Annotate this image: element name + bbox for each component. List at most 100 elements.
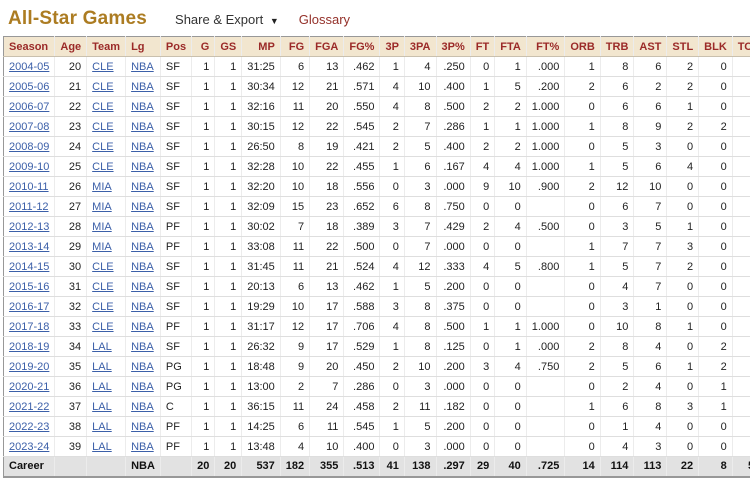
col-header-3p[interactable]: 3P [379,36,405,57]
team-link[interactable]: LAL [92,360,112,373]
team-link[interactable]: CLE [92,100,114,113]
team-link[interactable]: CLE [92,160,114,173]
league-link[interactable]: NBA [131,180,154,193]
team-link[interactable]: CLE [92,140,114,153]
cell-ast: 8 [633,396,668,417]
cell-fg: 11 [280,96,311,117]
cell-trb: 5 [600,156,635,177]
league-link[interactable]: NBA [131,160,154,173]
col-header-fg-pct[interactable]: FG% [343,36,381,57]
league-link[interactable]: NBA [131,440,154,453]
league-link[interactable]: NBA [131,200,154,213]
col-header-orb[interactable]: ORB [564,36,601,57]
season-link[interactable]: 2009-10 [9,160,50,173]
season-link[interactable]: 2018-19 [9,340,50,353]
col-header-fta[interactable]: FTA [494,36,527,57]
team-link[interactable]: LAL [92,380,112,393]
cell-team: LAL [86,376,127,397]
league-link[interactable]: NBA [131,260,154,273]
cell-fga: 23 [309,196,345,217]
season-link[interactable]: 2014-15 [9,260,50,273]
team-link[interactable]: LAL [92,420,112,433]
league-link[interactable]: NBA [131,100,154,113]
cell-fg: 6 [280,276,311,297]
col-header-ast[interactable]: AST [633,36,668,57]
team-link[interactable]: MIA [92,200,112,213]
col-header-fga[interactable]: FGA [309,36,345,57]
league-link[interactable]: NBA [131,280,154,293]
cell-lg: NBA [125,96,161,117]
league-link[interactable]: NBA [131,340,154,353]
season-link[interactable]: 2019-20 [9,360,50,373]
cell-tov: 5 [732,316,750,337]
col-header-mp[interactable]: MP [241,36,281,57]
league-link[interactable]: NBA [131,360,154,373]
team-link[interactable]: LAL [92,340,112,353]
season-link[interactable]: 2013-14 [9,240,50,253]
league-link[interactable]: NBA [131,60,154,73]
col-header-season[interactable]: Season [3,36,56,57]
season-link[interactable]: 2006-07 [9,100,50,113]
col-header-age[interactable]: Age [54,36,88,57]
league-link[interactable]: NBA [131,400,154,413]
col-header-trb[interactable]: TRB [600,36,635,57]
col-header-pos[interactable]: Pos [160,36,193,57]
cell-trb: 8 [600,336,635,357]
season-link[interactable]: 2004-05 [9,60,50,73]
team-link[interactable]: CLE [92,260,114,273]
season-link[interactable]: 2012-13 [9,220,50,233]
team-link[interactable]: CLE [92,60,114,73]
cell-fga: 19 [309,136,345,157]
league-link[interactable]: NBA [131,300,154,313]
season-link[interactable]: 2008-09 [9,140,50,153]
season-link[interactable]: 2005-06 [9,80,50,93]
team-link[interactable]: CLE [92,280,114,293]
season-link[interactable]: 2010-11 [9,180,49,193]
team-link[interactable]: CLE [92,300,114,313]
col-header-fg[interactable]: FG [280,36,311,57]
col-header-tov[interactable]: TOV [732,36,750,57]
league-link[interactable]: NBA [131,320,154,333]
season-link[interactable]: 2022-23 [9,420,50,433]
season-link[interactable]: 2020-21 [9,380,50,393]
col-header-ft-pct[interactable]: FT% [526,36,566,57]
season-link[interactable]: 2017-18 [9,320,50,333]
col-header-stl[interactable]: STL [666,36,700,57]
team-link[interactable]: CLE [92,120,114,133]
team-link[interactable]: MIA [92,180,112,193]
league-link[interactable]: NBA [131,380,154,393]
league-link[interactable]: NBA [131,120,154,133]
col-header-3p-pct[interactable]: 3P% [436,36,471,57]
col-header-gs[interactable]: GS [214,36,243,57]
league-link[interactable]: NBA [131,420,154,433]
team-link[interactable]: MIA [92,240,112,253]
cell-3pa: 6 [404,156,437,177]
team-link[interactable]: LAL [92,400,112,413]
career-cell-pos [160,456,193,477]
season-link[interactable]: 2007-08 [9,120,50,133]
col-header-blk[interactable]: BLK [698,36,733,57]
league-link[interactable]: NBA [131,240,154,253]
cell-pos: SF [160,156,193,177]
league-link[interactable]: NBA [131,140,154,153]
team-link[interactable]: CLE [92,320,114,333]
col-header-3pa[interactable]: 3PA [404,36,437,57]
season-link[interactable]: 2016-17 [9,300,50,313]
glossary-link[interactable]: Glossary [298,12,351,27]
col-header-ft[interactable]: FT [470,36,496,57]
col-header-g[interactable]: G [191,36,216,57]
col-header-lg[interactable]: Lg [125,36,161,57]
cell-fta: 10 [494,176,527,197]
share-export-dropdown[interactable]: Share & Export ▼ [175,12,279,27]
season-link[interactable]: 2011-12 [9,200,49,213]
league-link[interactable]: NBA [131,80,154,93]
team-link[interactable]: MIA [92,220,112,233]
season-link[interactable]: 2021-22 [9,400,50,413]
col-header-team[interactable]: Team [86,36,127,57]
team-link[interactable]: CLE [92,80,114,93]
season-link[interactable]: 2023-24 [9,440,50,453]
season-link[interactable]: 2015-16 [9,280,50,293]
league-link[interactable]: NBA [131,220,154,233]
team-link[interactable]: LAL [92,440,112,453]
cell-gs: 1 [214,336,243,357]
